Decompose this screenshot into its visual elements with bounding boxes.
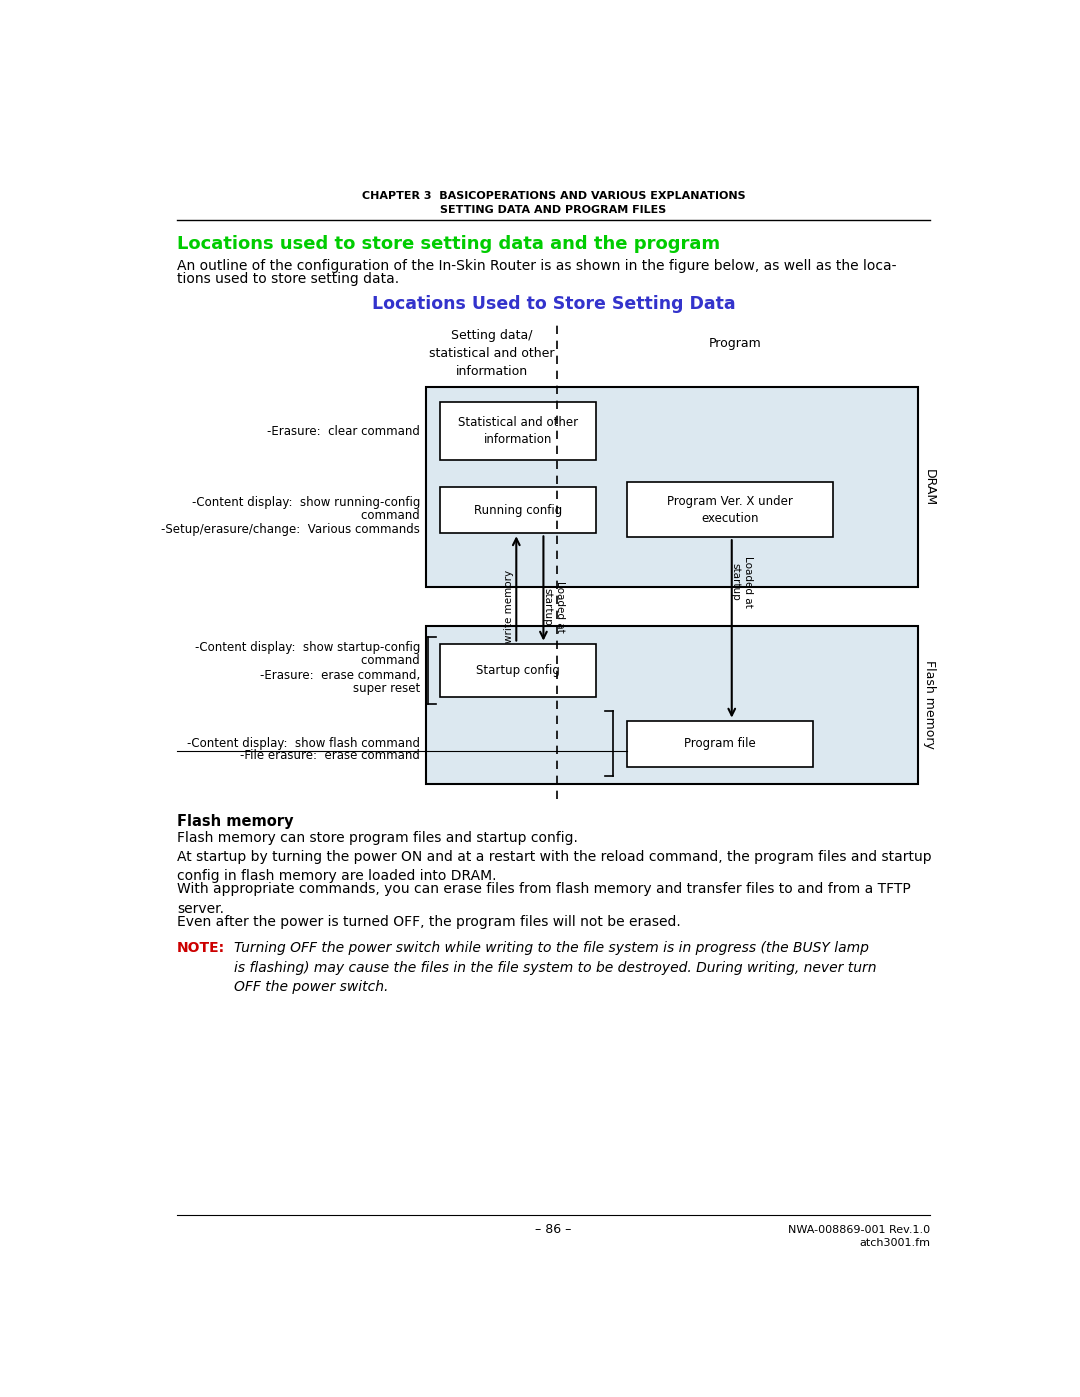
Text: Loaded at
startup: Loaded at startup	[542, 581, 565, 633]
Text: With appropriate commands, you can erase files from flash memory and transfer fi: With appropriate commands, you can erase…	[177, 882, 910, 915]
Text: Program Ver. X under
execution: Program Ver. X under execution	[666, 495, 793, 524]
Text: Locations used to store setting data and the program: Locations used to store setting data and…	[177, 236, 720, 253]
Text: command: command	[332, 509, 420, 522]
Text: Turning OFF the power switch while writing to the file system is in progress (th: Turning OFF the power switch while writi…	[234, 942, 877, 995]
Text: command: command	[332, 654, 420, 666]
Bar	[426, 387, 918, 587]
Text: Even after the power is turned OFF, the program files will not be erased.: Even after the power is turned OFF, the …	[177, 915, 680, 929]
Bar	[440, 488, 596, 534]
Text: -Erasure:  clear command: -Erasure: clear command	[268, 425, 420, 437]
Bar	[440, 402, 596, 460]
Text: Flash memory: Flash memory	[177, 814, 294, 830]
Bar	[627, 721, 813, 767]
Text: write memory: write memory	[503, 570, 514, 643]
Bar	[627, 482, 833, 538]
Text: Flash memory can store program files and startup config.: Flash memory can store program files and…	[177, 831, 578, 845]
Text: NWA-008869-001 Rev.1.0
atch3001.fm: NWA-008869-001 Rev.1.0 atch3001.fm	[788, 1225, 930, 1248]
Text: Running config: Running config	[474, 504, 562, 517]
Text: An outline of the configuration of the In-Skin Router is as shown in the figure : An outline of the configuration of the I…	[177, 258, 896, 272]
Text: -Content display:  show flash command: -Content display: show flash command	[187, 738, 420, 750]
Bar	[440, 644, 596, 697]
Text: CHAPTER 3  BASICOPERATIONS AND VARIOUS EXPLANATIONS: CHAPTER 3 BASICOPERATIONS AND VARIOUS EX…	[362, 191, 745, 201]
Text: NOTE:: NOTE:	[177, 942, 225, 956]
Text: SETTING DATA AND PROGRAM FILES: SETTING DATA AND PROGRAM FILES	[441, 204, 666, 215]
Text: Startup config: Startup config	[476, 664, 559, 678]
Text: -Content display:  show running-config: -Content display: show running-config	[192, 496, 420, 509]
Text: -File erasure:  erase command: -File erasure: erase command	[241, 749, 420, 761]
Text: -Erasure:  erase command,: -Erasure: erase command,	[260, 669, 420, 682]
Text: DRAM: DRAM	[923, 468, 936, 506]
Text: – 86 –: – 86 –	[536, 1222, 571, 1235]
Text: super reset: super reset	[323, 682, 420, 694]
Text: Flash memory: Flash memory	[923, 661, 936, 749]
Text: At startup by turning the power ON and at a restart with the reload command, the: At startup by turning the power ON and a…	[177, 849, 931, 883]
Text: Setting data/
statistical and other
information: Setting data/ statistical and other info…	[429, 330, 554, 379]
Bar	[426, 626, 918, 784]
Text: Program file: Program file	[685, 738, 756, 750]
Text: Loaded at
startup: Loaded at startup	[731, 556, 753, 608]
Text: Locations Used to Store Setting Data: Locations Used to Store Setting Data	[372, 295, 735, 313]
Text: Statistical and other
information: Statistical and other information	[458, 416, 578, 447]
Text: tions used to store setting data.: tions used to store setting data.	[177, 272, 399, 286]
Text: -Setup/erasure/change:  Various commands: -Setup/erasure/change: Various commands	[161, 522, 420, 536]
Text: -Content display:  show startup-config: -Content display: show startup-config	[194, 641, 420, 654]
Text: Program: Program	[710, 337, 762, 351]
